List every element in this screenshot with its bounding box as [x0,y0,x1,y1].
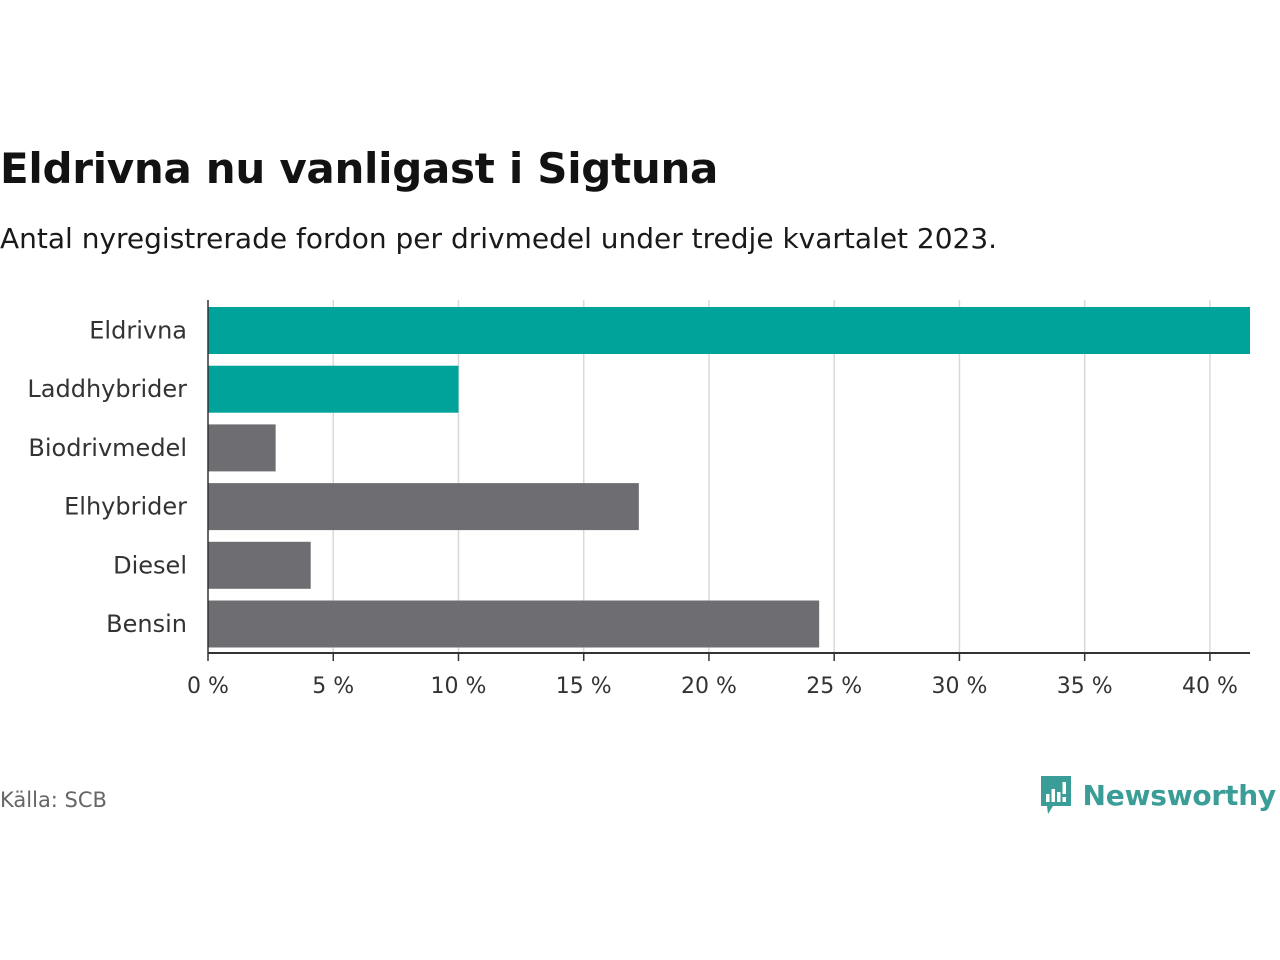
x-tick-label: 15 % [556,674,612,699]
x-tick-label: 0 % [187,674,229,699]
x-tick-label: 5 % [312,674,354,699]
bar-bensin [208,600,820,648]
newsworthy-logo-icon [1040,776,1071,814]
source-note: Källa: SCB [0,788,107,812]
bar-layer [208,307,1250,648]
x-tick-label: 30 % [931,674,987,699]
x-tick-label: 35 % [1057,674,1113,699]
grid-layer [332,300,1211,653]
x-tick-label: 25 % [806,674,862,699]
label-layer: Eldrivna Laddhybrider Biodrivmedel Elhybrid… [27,317,187,639]
x-tick-label: 10 % [431,674,487,699]
bar-biodrivmedel [208,424,276,472]
chart-subtitle: Antal nyregistrerade fordon per drivmede… [0,222,998,255]
category-label: Biodrivmedel [28,434,187,462]
chart-title: Eldrivna nu vanligast i Sigtuna [0,144,719,193]
category-label: Eldrivna [89,317,187,345]
category-label: Diesel [113,551,187,579]
category-label: Laddhybrider [27,375,187,403]
bar-diesel [208,541,311,589]
axis-layer: 0 % 5 % 10 % 15 % 20 % 25 % 30 % 35 % 40 % [187,300,1250,699]
x-tick-label: 20 % [681,674,737,699]
brand-logo[interactable]: Newsworthy [1039,774,1276,816]
x-tick-label: 40 % [1182,674,1238,699]
category-label: Bensin [106,610,187,638]
brand-name: Newsworthy [1082,778,1277,812]
bar-elhybrider [208,483,639,531]
category-label: Elhybrider [64,493,187,521]
bar-eldrivna [208,307,1250,354]
bar-laddhybrider [208,365,459,413]
